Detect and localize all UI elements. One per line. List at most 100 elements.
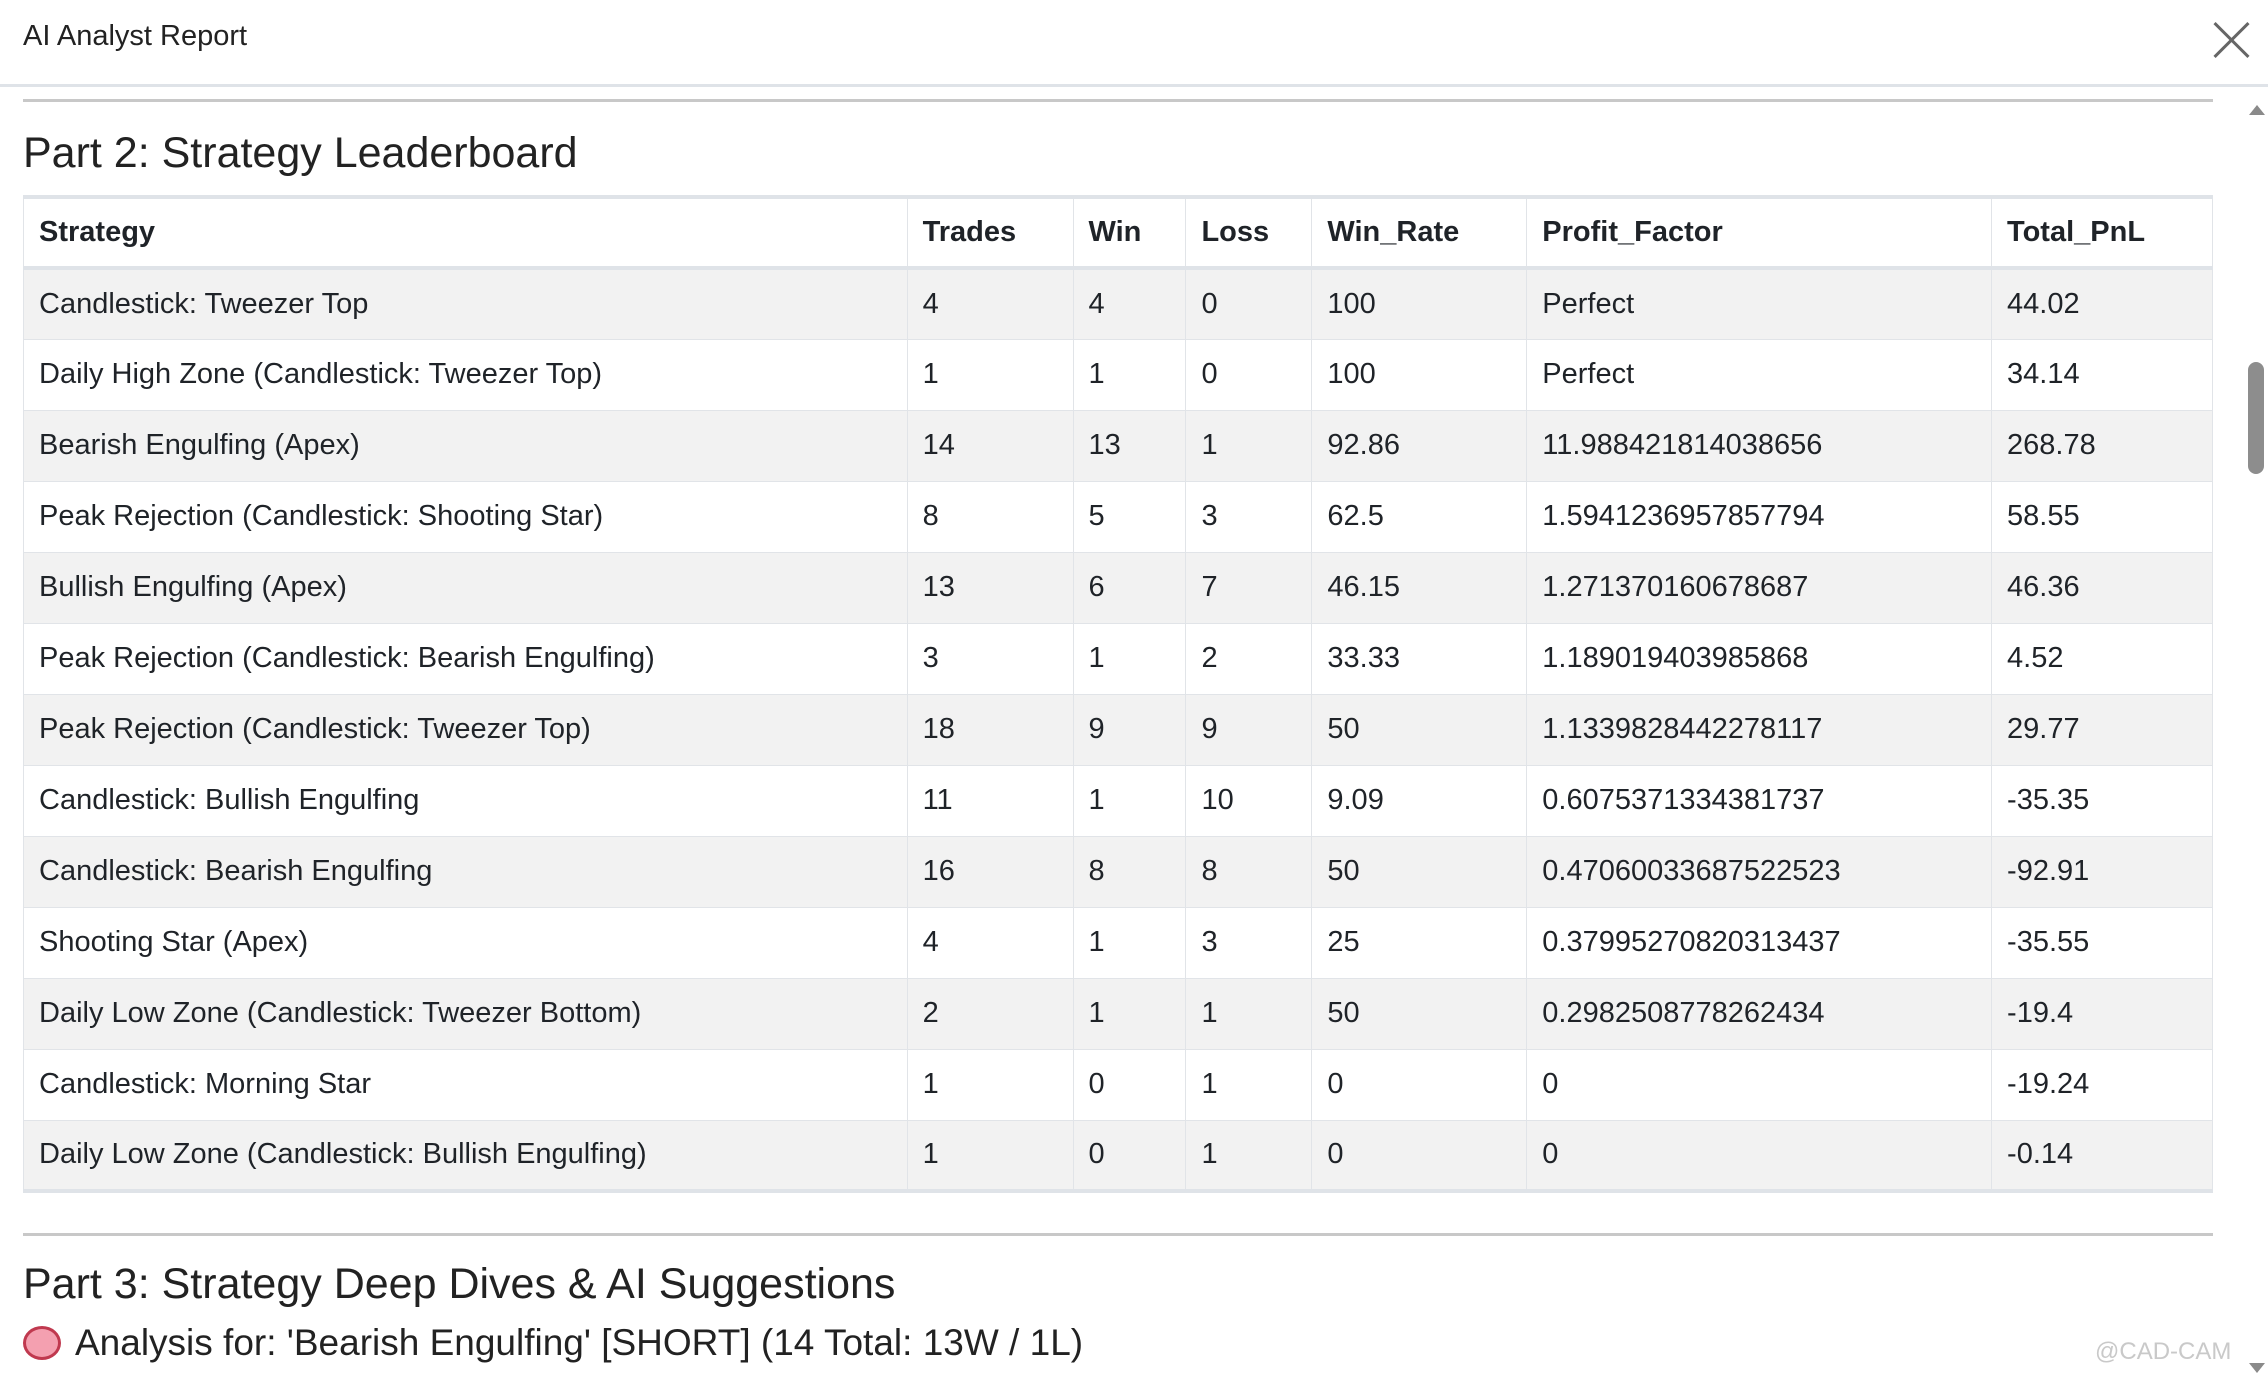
table-row: Candlestick: Bullish Engulfing 11 1 10 9.09 0… (23, 764, 2213, 837)
scroll-down-icon[interactable] (2249, 1363, 2265, 1373)
analysis-heading: Analysis for: 'Bearish Engulfing' [SHORT… (23, 1322, 1083, 1364)
table-cell-trades: 14 (906, 409, 1074, 482)
table-cell-trades: 4 (906, 906, 1074, 979)
table-cell-loss: 1 (1185, 1048, 1313, 1121)
table-row: Peak Rejection (Candlestick: Bearish Eng… (23, 622, 2213, 695)
table-cell-total-pnl: 58.55 (1991, 480, 2213, 553)
table-cell-loss: 0 (1185, 338, 1313, 411)
part2-heading: Part 2: Strategy Leaderboard (23, 129, 578, 177)
table-cell-trades: 1 (906, 338, 1074, 411)
table-cell-win: 0 (1072, 1119, 1187, 1193)
table-cell-trades: 8 (906, 480, 1074, 553)
part3-heading: Part 3: Strategy Deep Dives & AI Suggest… (23, 1260, 896, 1308)
table-cell-strategy: Bullish Engulfing (Apex) (23, 551, 908, 624)
scrollbar-thumb[interactable] (2248, 362, 2264, 474)
table-row: Bullish Engulfing (Apex) 13 6 7 46.15 1.27137… (23, 551, 2213, 624)
divider (23, 1233, 2213, 1236)
table-cell-profit-factor: 1.189019403985868 (1526, 622, 1993, 695)
table-cell-strategy: Daily Low Zone (Candlestick: Bullish Eng… (23, 1119, 908, 1193)
table-cell-trades: 1 (906, 1048, 1074, 1121)
table-cell-win: 6 (1072, 551, 1187, 624)
table-cell-total-pnl: -19.24 (1991, 1048, 2213, 1121)
table-cell-loss: 9 (1185, 693, 1313, 766)
table-cell-strategy: Shooting Star (Apex) (23, 906, 908, 979)
table-cell-total-pnl: -35.35 (1991, 764, 2213, 837)
table-row: Daily High Zone (Candlestick: Tweezer To… (23, 338, 2213, 411)
table-cell-win: 5 (1072, 480, 1187, 553)
table-cell-trades: 18 (906, 693, 1074, 766)
table-cell-trades: 2 (906, 977, 1074, 1050)
table-cell-profit-factor: 1.5941236957857794 (1526, 480, 1993, 553)
table-cell-loss: 1 (1185, 409, 1313, 482)
table-cell-profit-factor: 0 (1526, 1048, 1993, 1121)
table-cell-profit-factor: 0.47060033687522523 (1526, 835, 1993, 908)
table-cell-win-rate: 46.15 (1311, 551, 1528, 624)
table-cell-strategy: Daily Low Zone (Candlestick: Tweezer Bot… (23, 977, 908, 1050)
table-cell-win: 1 (1072, 764, 1187, 837)
table-cell-profit-factor: 0.37995270820313437 (1526, 906, 1993, 979)
table-cell-profit-factor: 1.1339828442278117 (1526, 693, 1993, 766)
table-cell-total-pnl: -0.14 (1991, 1119, 2213, 1193)
table-cell-loss: 7 (1185, 551, 1313, 624)
close-icon[interactable] (2210, 18, 2254, 62)
table-cell-win-rate: 0 (1311, 1119, 1528, 1193)
table-cell-loss: 0 (1185, 267, 1313, 340)
table-cell-strategy: Daily High Zone (Candlestick: Tweezer To… (23, 338, 908, 411)
table-cell-total-pnl: -92.91 (1991, 835, 2213, 908)
table-cell-trades: 13 (906, 551, 1074, 624)
table-row: Daily Low Zone (Candlestick: Tweezer Bot… (23, 977, 2213, 1050)
table-cell-total-pnl: 34.14 (1991, 338, 2213, 411)
table-cell-profit-factor: 0 (1526, 1119, 1993, 1193)
table-cell-win: 1 (1072, 906, 1187, 979)
table-cell-loss: 8 (1185, 835, 1313, 908)
table-cell-win-rate: 33.33 (1311, 622, 1528, 695)
table-cell-total-pnl: 4.52 (1991, 622, 2213, 695)
table-cell-profit-factor: 11.988421814038656 (1526, 409, 1993, 482)
dialog-header: AI Analyst Report (0, 0, 2268, 87)
table-cell-trades: 3 (906, 622, 1074, 695)
column-header: Trades (906, 195, 1074, 270)
leaderboard-table: Strategy Trades Win Loss Win_Rate Profit_Fact… (23, 195, 2213, 1193)
table-cell-loss: 1 (1185, 977, 1313, 1050)
table-cell-win: 0 (1072, 1048, 1187, 1121)
table-cell-total-pnl: -35.55 (1991, 906, 2213, 979)
table-cell-win: 8 (1072, 835, 1187, 908)
table-cell-loss: 10 (1185, 764, 1313, 837)
table-cell-profit-factor: Perfect (1526, 267, 1993, 340)
table-cell-trades: 16 (906, 835, 1074, 908)
table-cell-trades: 11 (906, 764, 1074, 837)
dialog-title: AI Analyst Report (23, 20, 248, 52)
divider (23, 99, 2213, 102)
table-cell-profit-factor: 0.6075371334381737 (1526, 764, 1993, 837)
column-header: Win_Rate (1311, 195, 1528, 270)
table-cell-strategy: Peak Rejection (Candlestick: Tweezer Top… (23, 693, 908, 766)
table-cell-total-pnl: 29.77 (1991, 693, 2213, 766)
table-cell-win: 9 (1072, 693, 1187, 766)
scrollbar[interactable] (2244, 87, 2268, 1381)
table-cell-strategy: Bearish Engulfing (Apex) (23, 409, 908, 482)
brain-icon (23, 1326, 61, 1360)
table-cell-strategy: Candlestick: Tweezer Top (23, 267, 908, 340)
table-cell-total-pnl: 46.36 (1991, 551, 2213, 624)
table-cell-win-rate: 50 (1311, 693, 1528, 766)
table-cell-win: 1 (1072, 977, 1187, 1050)
column-header: Total_PnL (1991, 195, 2213, 270)
scroll-up-icon[interactable] (2249, 105, 2265, 115)
table-row: Bearish Engulfing (Apex) 14 13 1 92.86 11.988… (23, 409, 2213, 482)
table-header-row: Strategy Trades Win Loss Win_Rate Profit_Fact… (23, 195, 2213, 270)
table-cell-win: 4 (1072, 267, 1187, 340)
table-row: Candlestick: Morning Star 1 0 1 0 0 -19.24 (23, 1048, 2213, 1121)
table-cell-win-rate: 50 (1311, 977, 1528, 1050)
table-cell-win-rate: 50 (1311, 835, 1528, 908)
table-cell-win-rate: 62.5 (1311, 480, 1528, 553)
column-header: Win (1072, 195, 1187, 270)
table-cell-loss: 3 (1185, 480, 1313, 553)
table-cell-strategy: Peak Rejection (Candlestick: Bearish Eng… (23, 622, 908, 695)
table-cell-total-pnl: -19.4 (1991, 977, 2213, 1050)
analysis-title: Analysis for: 'Bearish Engulfing' [SHORT… (75, 1322, 1084, 1363)
table-cell-win-rate: 100 (1311, 338, 1528, 411)
table-cell-trades: 4 (906, 267, 1074, 340)
table-cell-strategy: Candlestick: Morning Star (23, 1048, 908, 1121)
table-row: Daily Low Zone (Candlestick: Bullish Eng… (23, 1119, 2213, 1193)
table-row: Candlestick: Bearish Engulfing 16 8 8 50 0.47… (23, 835, 2213, 908)
